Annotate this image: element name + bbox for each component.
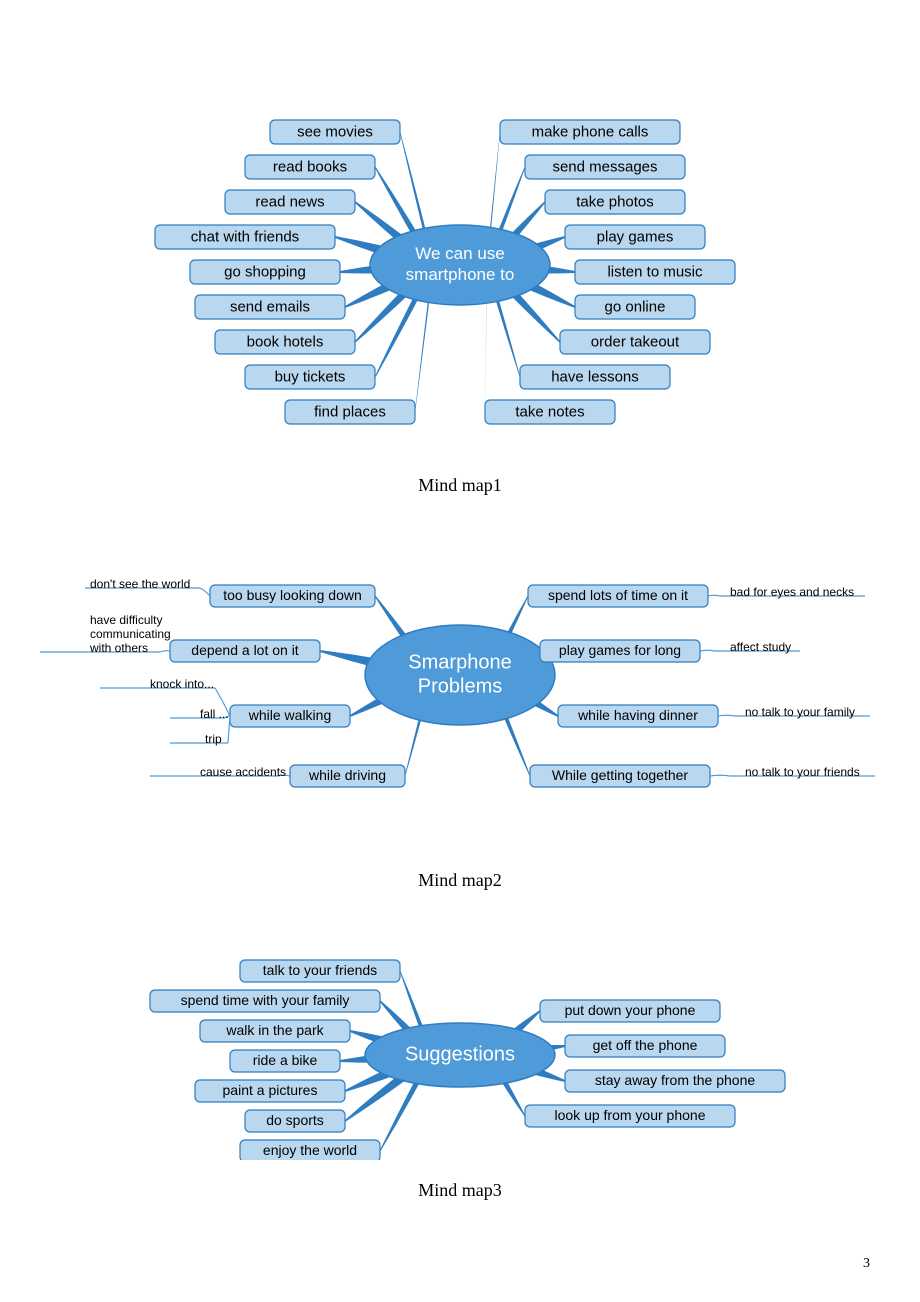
svg-text:no talk to your friends: no talk to your friends (745, 765, 860, 779)
svg-text:too busy looking down: too busy looking down (223, 587, 362, 603)
svg-text:take photos: take photos (576, 193, 654, 210)
page: We can use smartphone to see movies read bo… (0, 0, 920, 1302)
svg-text:enjoy the world: enjoy the world (263, 1142, 357, 1158)
svg-text:Smarphone: Smarphone (408, 651, 511, 673)
svg-text:bad for eyes and necks: bad for eyes and necks (730, 585, 854, 599)
caption-map1: Mind map1 (0, 475, 920, 496)
svg-text:While getting together: While getting together (552, 767, 689, 783)
svg-text:play games for long: play games for long (559, 642, 681, 658)
svg-text:find places: find places (314, 403, 386, 420)
svg-text:take notes: take notes (515, 403, 584, 420)
svg-text:read books: read books (273, 158, 347, 175)
svg-text:We can use: We can use (415, 244, 504, 263)
svg-text:don't see the world: don't see the world (90, 577, 190, 591)
svg-text:depend a lot on it: depend a lot on it (191, 642, 299, 658)
svg-text:go online: go online (605, 298, 666, 315)
svg-text:send emails: send emails (230, 298, 310, 315)
page-number: 3 (863, 1256, 870, 1272)
svg-text:cause accidents: cause accidents (200, 765, 286, 779)
svg-text:order takeout: order takeout (591, 333, 680, 350)
svg-text:knock into...: knock into... (150, 677, 214, 691)
svg-text:put down your phone: put down your phone (565, 1002, 696, 1018)
svg-text:stay away from the phone: stay away from the phone (595, 1072, 756, 1088)
svg-text:while having dinner: while having dinner (577, 707, 698, 723)
svg-text:chat with friends: chat with friends (191, 228, 299, 245)
svg-text:get off the phone: get off the phone (593, 1037, 698, 1053)
svg-text:affect study: affect study (730, 640, 791, 654)
svg-text:buy tickets: buy tickets (275, 368, 346, 385)
svg-text:look up from your phone: look up from your phone (555, 1107, 706, 1123)
svg-text:Problems: Problems (418, 675, 502, 697)
mindmap-2: SmarphoneProblems too busy looking down do… (30, 555, 890, 815)
svg-text:go shopping: go shopping (224, 263, 306, 280)
svg-text:while walking: while walking (248, 707, 331, 723)
svg-text:with others: with others (89, 641, 148, 655)
svg-text:play games: play games (597, 228, 674, 245)
svg-text:see movies: see movies (297, 123, 373, 140)
svg-text:spend time with your family: spend time with your family (181, 992, 350, 1008)
svg-text:send messages: send messages (552, 158, 657, 175)
svg-text:listen to music: listen to music (607, 263, 703, 280)
svg-text:paint a pictures: paint a pictures (223, 1082, 318, 1098)
svg-text:while driving: while driving (308, 767, 386, 783)
svg-text:talk to your friends: talk to your friends (263, 962, 377, 978)
mindmap-3: Suggestions talk to your friends spend tim… (100, 950, 820, 1160)
svg-text:trip: trip (205, 732, 222, 746)
mindmap-1: We can use smartphone to see movies read bo… (100, 100, 820, 430)
caption-map2: Mind map2 (0, 870, 920, 891)
svg-text:walk in the park: walk in the park (225, 1022, 324, 1038)
svg-text:spend lots of time on it: spend lots of time on it (548, 587, 688, 603)
svg-text:no talk to your family: no talk to your family (745, 705, 855, 719)
svg-text:Suggestions: Suggestions (405, 1043, 515, 1065)
svg-text:ride a bike: ride a bike (253, 1052, 318, 1068)
svg-text:do sports: do sports (266, 1112, 324, 1128)
svg-text:book hotels: book hotels (247, 333, 324, 350)
caption-map3: Mind map3 (0, 1180, 920, 1201)
svg-text:have difficulty: have difficulty (90, 613, 163, 627)
svg-text:fall ...: fall ... (200, 707, 229, 721)
svg-text:have lessons: have lessons (551, 368, 639, 385)
svg-text:make phone calls: make phone calls (532, 123, 649, 140)
svg-text:communicating: communicating (90, 627, 171, 641)
svg-text:read news: read news (255, 193, 324, 210)
svg-text:smartphone to: smartphone to (406, 265, 515, 284)
